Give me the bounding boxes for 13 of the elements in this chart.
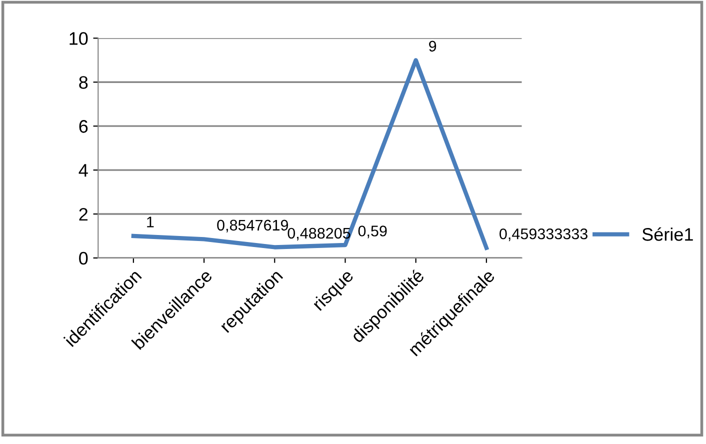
y-tick-label: 10 xyxy=(70,32,88,45)
data-label: 0,459333333 xyxy=(500,228,588,242)
legend-label: Série1 xyxy=(642,227,693,241)
y-tick-label: 2 xyxy=(79,208,88,221)
data-label: 1 xyxy=(147,216,154,228)
y-tick-label: 6 xyxy=(79,120,88,133)
data-label: 9 xyxy=(429,40,436,52)
data-label: 0,8547619 xyxy=(217,220,288,232)
data-label: 0,59 xyxy=(358,226,387,238)
y-tick-label: 8 xyxy=(79,76,88,89)
y-tick-label: 0 xyxy=(79,252,88,265)
y-tick-label: 4 xyxy=(78,164,88,177)
line-series xyxy=(131,58,489,250)
